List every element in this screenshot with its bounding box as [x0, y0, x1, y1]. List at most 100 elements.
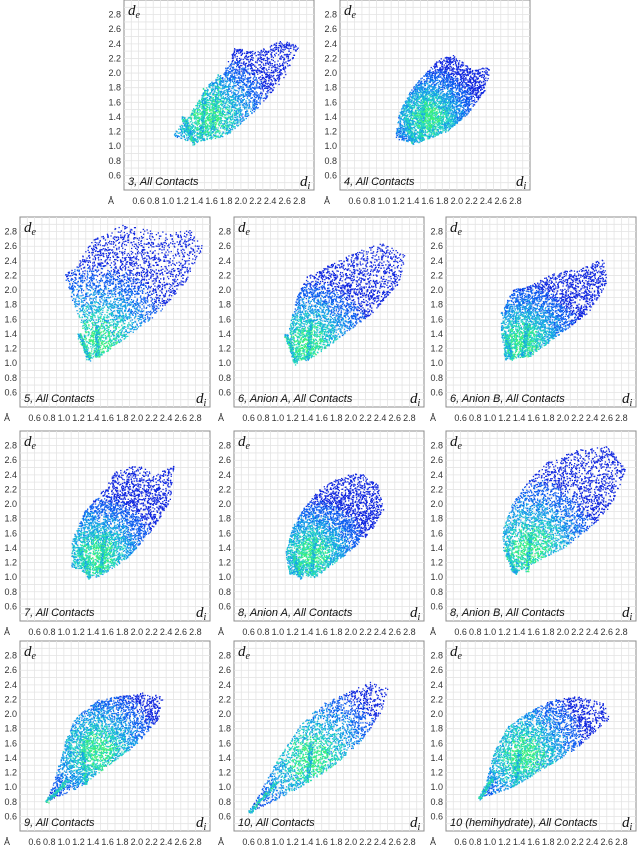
data-point: [245, 52, 248, 55]
data-point: [183, 120, 185, 122]
data-point: [273, 44, 275, 46]
data-point: [219, 120, 221, 122]
data-point: [285, 46, 287, 49]
data-point: [442, 71, 444, 73]
data-point: [256, 101, 258, 103]
data-point: [241, 70, 243, 72]
data-point: [256, 100, 258, 102]
data-point: [244, 74, 246, 77]
data-point: [236, 66, 238, 68]
data-point: [426, 135, 428, 137]
data-point: [212, 104, 214, 106]
data-point: [254, 61, 257, 63]
data-point: [232, 125, 235, 127]
data-point: [217, 89, 219, 91]
data-point: [455, 59, 457, 61]
data-point: [252, 106, 254, 109]
data-point: [232, 57, 234, 59]
data-point: [217, 97, 219, 99]
data-point: [185, 123, 187, 125]
data-point: [194, 116, 196, 118]
data-point: [215, 78, 217, 81]
data-point: [214, 114, 216, 117]
data-point: [233, 122, 235, 124]
data-point: [204, 129, 207, 131]
data-point: [238, 102, 240, 104]
data-point: [220, 127, 222, 129]
data-point: [197, 126, 199, 128]
data-point: [185, 124, 187, 126]
data-point: [215, 98, 217, 100]
data-point: [237, 92, 239, 95]
data-point: [195, 123, 198, 125]
data-point: [253, 95, 256, 98]
data-point: [224, 104, 226, 107]
data-point: [269, 72, 271, 74]
data-point: [261, 86, 264, 88]
data-point: [213, 111, 216, 113]
data-point: [261, 93, 263, 95]
data-point: [401, 127, 403, 129]
y-tick-label: 0.8: [108, 156, 121, 166]
data-point: [255, 77, 257, 79]
data-point: [272, 89, 274, 91]
data-point: [278, 74, 281, 76]
data-point: [419, 89, 422, 91]
data-point: [274, 82, 277, 84]
data-point: [190, 118, 192, 120]
data-point: [462, 95, 464, 97]
data-point: [459, 78, 462, 81]
data-point: [197, 140, 199, 143]
data-point: [452, 57, 455, 60]
data-point: [436, 99, 438, 101]
data-point: [397, 130, 399, 132]
data-point: [240, 76, 243, 78]
data-point: [235, 104, 237, 106]
data-point: [288, 60, 290, 62]
data-point: [206, 130, 209, 133]
data-point: [205, 112, 207, 114]
data-point: [232, 121, 234, 123]
data-point: [441, 94, 444, 96]
data-point: [214, 132, 216, 134]
data-point: [193, 111, 195, 113]
data-point: [449, 76, 451, 78]
data-point: [213, 134, 215, 136]
data-point: [242, 84, 244, 86]
data-point: [204, 89, 206, 92]
data-point: [266, 96, 268, 99]
data-point: [212, 121, 214, 123]
data-point: [436, 72, 438, 75]
data-point: [206, 104, 208, 106]
data-point: [217, 90, 219, 92]
data-point: [235, 72, 237, 74]
data-point: [196, 105, 199, 107]
data-point: [199, 125, 201, 127]
data-point: [412, 122, 414, 124]
data-point: [252, 100, 254, 102]
data-point: [425, 122, 427, 124]
data-point: [437, 133, 439, 136]
data-point: [220, 96, 222, 98]
data-point: [230, 80, 232, 82]
data-point: [227, 94, 229, 97]
data-point: [455, 78, 457, 80]
data-point: [282, 62, 284, 65]
data-point: [263, 81, 265, 84]
data-point: [184, 117, 186, 119]
data-point: [213, 108, 215, 110]
data-point: [400, 111, 403, 113]
data-point: [419, 88, 421, 90]
data-point: [453, 100, 456, 102]
data-point: [231, 128, 234, 130]
data-point: [238, 109, 240, 111]
data-point: [465, 103, 468, 105]
data-point: [285, 54, 287, 56]
data-point: [402, 128, 404, 130]
data-point: [192, 139, 194, 141]
data-point: [258, 86, 260, 88]
data-point: [250, 72, 252, 74]
data-point: [236, 95, 238, 98]
data-point: [442, 90, 444, 93]
data-point: [225, 117, 227, 119]
